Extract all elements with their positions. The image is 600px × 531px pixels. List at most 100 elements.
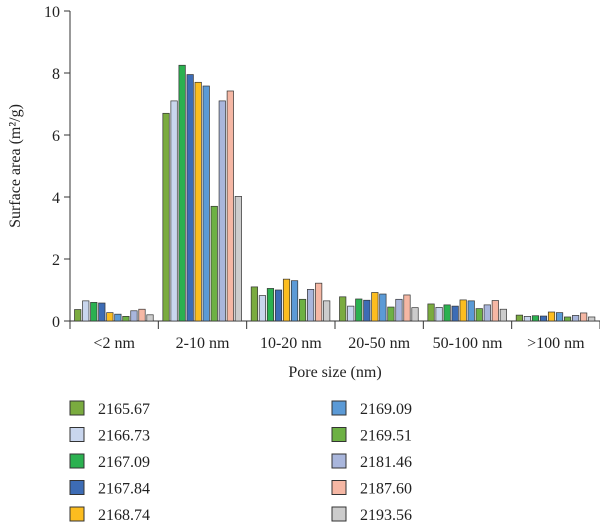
bar — [178, 64, 186, 322]
bar — [186, 74, 194, 322]
legend-swatch — [331, 480, 347, 495]
legend-label: 2165.67 — [98, 401, 150, 418]
bar — [475, 308, 483, 322]
legend-label: 2168.74 — [98, 507, 150, 524]
legend: 2165.67 2166.73 2167.09 2167.84 2168.74 2169.… — [69, 400, 412, 524]
bar — [218, 100, 226, 322]
bar — [226, 90, 234, 322]
bar — [202, 85, 210, 322]
y-tick-label: 6 — [52, 128, 60, 145]
legend-swatch — [69, 427, 85, 442]
x-tick-label: 20-50 nm — [348, 335, 410, 352]
legend-swatch — [331, 400, 347, 416]
y-axis-label: Surface area (m²/g) — [7, 104, 24, 228]
legend-label: 2193.56 — [360, 507, 412, 524]
bar — [162, 112, 170, 322]
bar — [451, 305, 459, 322]
bar — [307, 289, 315, 322]
bar — [403, 294, 411, 322]
bar — [146, 314, 154, 322]
bar — [266, 288, 275, 322]
bar — [299, 298, 307, 322]
bar — [547, 311, 556, 322]
bar — [210, 205, 218, 322]
legend-swatch — [69, 400, 85, 416]
legend-swatch — [331, 453, 347, 469]
bar — [282, 278, 291, 322]
bar — [387, 306, 395, 322]
bar — [234, 196, 242, 322]
bar — [483, 304, 491, 322]
bar — [170, 100, 178, 322]
bar — [499, 308, 507, 322]
y-ticks: 0 2 4 6 8 10 — [44, 4, 70, 331]
legend-label: 2167.09 — [98, 454, 150, 471]
bar — [347, 305, 355, 322]
legend-swatch — [69, 480, 85, 495]
x-tick-label: 2-10 nm — [176, 335, 230, 352]
bar — [572, 315, 580, 322]
bar — [491, 300, 499, 322]
bar — [515, 314, 523, 322]
bar — [194, 81, 202, 322]
y-tick-label: 10 — [44, 4, 60, 21]
legend-label: 2167.84 — [98, 481, 150, 498]
legend-swatch — [69, 453, 85, 469]
legend-swatch — [331, 427, 347, 442]
bar — [371, 292, 379, 322]
bar — [443, 304, 451, 322]
legend-label: 2181.46 — [360, 454, 412, 471]
y-tick-label: 8 — [52, 66, 60, 83]
bar — [323, 300, 331, 322]
legend-swatch — [331, 506, 347, 522]
bar — [258, 295, 266, 322]
bar — [363, 299, 371, 322]
bar — [555, 312, 564, 322]
x-axis-label: Pore size (nm) — [288, 364, 381, 381]
bar — [588, 316, 596, 322]
bar — [395, 298, 403, 322]
bar — [138, 308, 146, 322]
bars — [74, 64, 596, 322]
bar — [355, 298, 363, 322]
bar — [274, 289, 283, 322]
x-tick-label: >100 nm — [527, 335, 585, 352]
x-ticks: <2 nm 2-10 nm 10-20 nm 20-50 nm 50-100 nm >10… — [69, 321, 600, 352]
x-tick-label: 10-20 nm — [260, 335, 322, 352]
bar — [427, 303, 435, 322]
legend-label: 2169.51 — [360, 428, 412, 445]
bar — [523, 316, 531, 322]
bar — [539, 315, 548, 322]
bar — [531, 315, 540, 322]
bar — [290, 280, 299, 322]
bar — [90, 302, 98, 322]
bar — [580, 312, 588, 322]
y-tick-label: 2 — [52, 252, 60, 269]
bar — [435, 307, 443, 322]
bar — [130, 310, 138, 322]
legend-label: 2169.09 — [360, 401, 412, 418]
x-tick-label: <2 nm — [93, 335, 135, 352]
bar — [114, 313, 122, 322]
bar — [315, 282, 323, 322]
bar — [250, 286, 258, 322]
bar — [339, 296, 347, 322]
bar — [379, 293, 387, 322]
legend-label: 2166.73 — [98, 428, 150, 445]
legend-label: 2187.60 — [360, 481, 412, 498]
y-tick-label: 4 — [52, 190, 60, 207]
legend-swatch — [69, 506, 85, 522]
bar — [467, 300, 475, 322]
bar — [564, 316, 572, 322]
bar — [106, 312, 114, 322]
bar — [411, 307, 419, 322]
x-tick-label: 50-100 nm — [433, 335, 503, 352]
bar — [459, 299, 467, 322]
bar — [74, 309, 82, 322]
bar — [122, 316, 130, 322]
y-tick-label: 0 — [52, 314, 60, 331]
axes — [69, 11, 600, 322]
bar — [98, 302, 106, 322]
bar — [82, 300, 90, 322]
